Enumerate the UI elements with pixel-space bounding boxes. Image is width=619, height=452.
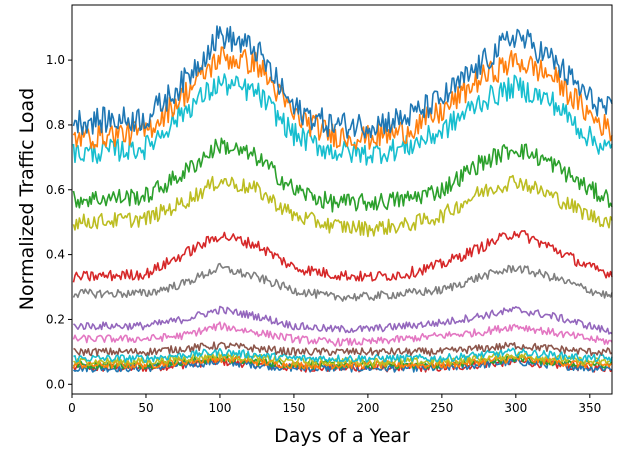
y-tick-label: 0.0 bbox=[46, 377, 65, 391]
series-line bbox=[72, 262, 613, 302]
series-line bbox=[72, 46, 613, 150]
x-tick-label: 250 bbox=[430, 401, 453, 415]
x-axis-label: Days of a Year bbox=[274, 425, 410, 447]
x-tick-label: 50 bbox=[138, 401, 153, 415]
series-line bbox=[72, 137, 613, 213]
x-tick-label: 150 bbox=[282, 401, 305, 415]
x-tick-label: 200 bbox=[356, 401, 379, 415]
y-axis-label: Normalized Traffic Load bbox=[16, 88, 38, 311]
x-tick-label: 300 bbox=[504, 401, 527, 415]
series-line bbox=[73, 341, 613, 357]
series-line bbox=[72, 25, 613, 139]
y-tick-label: 0.2 bbox=[46, 312, 65, 326]
plot-frame bbox=[71, 4, 613, 395]
x-tick-label: 100 bbox=[208, 401, 231, 415]
series-line bbox=[72, 305, 613, 335]
x-axis: 0 50 100 150 200 250 300 350 bbox=[68, 394, 601, 415]
y-tick-label: 0.4 bbox=[46, 248, 65, 262]
y-tick-label: 1.0 bbox=[46, 53, 65, 67]
x-tick-label: 350 bbox=[578, 401, 601, 415]
series-line bbox=[72, 321, 613, 347]
y-tick-label: 0.8 bbox=[46, 118, 65, 132]
x-tick-label: 0 bbox=[68, 401, 76, 415]
series-line bbox=[73, 351, 613, 367]
series-line bbox=[72, 174, 613, 238]
y-axis: 0.0 0.2 0.4 0.6 0.8 1.0 bbox=[46, 53, 72, 391]
series-line bbox=[73, 347, 613, 363]
y-tick-label: 0.6 bbox=[46, 183, 65, 197]
series-layer bbox=[72, 25, 613, 373]
series-line bbox=[72, 73, 613, 166]
series-line bbox=[72, 230, 613, 283]
